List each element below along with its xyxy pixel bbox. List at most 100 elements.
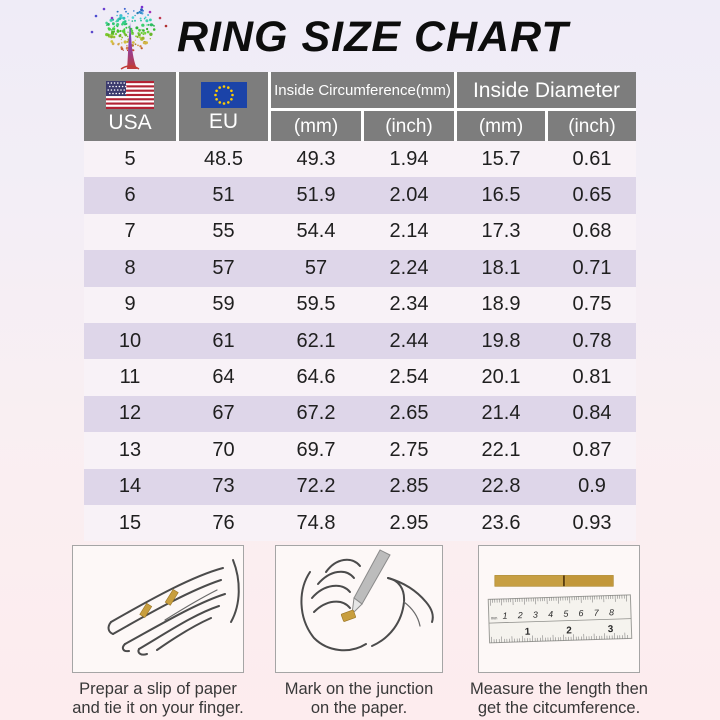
table-cell: 51.9 (296, 184, 336, 207)
table-cell: 5 (124, 147, 136, 170)
table-cell: 0.68 (572, 220, 612, 243)
instruction-caption-2-line1: Mark on the junction (284, 680, 434, 698)
gold-paper-strip (139, 602, 153, 618)
header-cell-diam-mm: (mm) (457, 111, 545, 141)
table-cell: 22.1 (481, 438, 521, 461)
table-cell: 2.95 (389, 511, 429, 534)
ruler-cm-scale: mm 1 2 3 4 5 6 7 8 (491, 607, 614, 620)
table-cell: 76 (212, 511, 235, 534)
eu-flag-icon (200, 81, 247, 108)
header-label-usa: USA (108, 110, 152, 134)
header-cell-circ-mm: (mm) (271, 111, 361, 141)
table-cell: 18.1 (481, 256, 521, 279)
ruler-cm-number: 6 (578, 608, 583, 618)
table-cell: 74.8 (296, 511, 336, 534)
table-cell: 64.6 (296, 366, 336, 389)
table-row: 7 55 54.4 2.14 17.3 0.68 (84, 213, 636, 251)
table-cell: 19.8 (481, 329, 521, 352)
instruction-panel-2: Mark on the junction on the paper. (275, 545, 443, 718)
tree-logo-icon (90, 5, 168, 70)
table-cell: 59.5 (296, 293, 336, 316)
table-cell: 2.75 (389, 438, 429, 461)
table-cell: 0.65 (572, 184, 612, 207)
table-cell: 14 (118, 475, 142, 498)
table-cell: 70 (212, 438, 235, 461)
header-label-eu: EU (208, 109, 239, 133)
table-cell: 55 (212, 220, 235, 243)
table-cell: 11 (119, 366, 141, 389)
pen-body (353, 549, 391, 605)
ruler-cm-number: 8 (609, 607, 614, 617)
table-row: 6 51 51.9 2.04 16.5 0.65 (84, 177, 636, 214)
ruler-cm-number: 5 (563, 609, 568, 619)
table-cell: 20.1 (481, 366, 521, 389)
table-row: 10 61 62.1 2.44 19.8 0.78 (84, 322, 636, 360)
ruler-cm-number: 3 (533, 610, 538, 620)
table-cell: 0.75 (572, 293, 612, 316)
instruction-image-1 (72, 545, 244, 673)
table-row: 9 59 59.5 2.34 18.9 0.75 (84, 286, 636, 323)
instruction-caption-1-line1: Prepar a slip of paper (79, 680, 237, 698)
table-cell: 16.5 (481, 184, 521, 207)
table-cell: 2.65 (389, 402, 429, 425)
ruler-cm-number: 2 (517, 610, 523, 620)
page-title: RING SIZE CHART (177, 13, 569, 61)
table-cell: 21.4 (481, 402, 521, 425)
table-cell: 18.9 (481, 293, 521, 316)
table-cell: 9 (124, 293, 136, 316)
table-cell: 1.94 (389, 147, 429, 170)
table-row: 8 57 57 2.24 18.1 0.71 (84, 250, 636, 287)
instruction-image-2 (275, 545, 443, 673)
table-cell: 2.04 (389, 184, 429, 207)
table-cell: 15.7 (481, 147, 521, 170)
header-cell-eu: EU (179, 72, 268, 141)
ruler-inch-number: 1 (525, 627, 531, 638)
table-row: 15 76 74.8 2.95 23.6 0.93 (84, 504, 636, 542)
pen-tip (351, 597, 363, 616)
instruction-caption-3-line1: Measure the length then (470, 680, 648, 698)
table-cell: 0.87 (572, 438, 612, 461)
table-cell: 0.78 (572, 329, 612, 352)
instruction-caption-1-line2: and tie it on your finger. (72, 699, 244, 717)
table-cell: 0.93 (572, 511, 612, 534)
paper-strip (494, 575, 614, 587)
table-cell: 2.85 (389, 475, 429, 498)
table-cell: 2.34 (389, 293, 429, 316)
header-cell-diameter: Inside Diameter (457, 72, 636, 108)
instruction-caption-2-line2: on the paper. (310, 699, 408, 717)
table-cell: 61 (212, 329, 235, 352)
table-cell: 73 (212, 475, 235, 498)
paper-strip-shade (565, 575, 613, 586)
ruler-unit-label: mm (491, 615, 498, 620)
table-row: 11 64 64.6 2.54 20.1 0.81 (84, 359, 636, 396)
table-cell: 48.5 (204, 147, 243, 170)
table-row: 13 70 69.7 2.75 22.1 0.87 (84, 432, 636, 469)
gold-paper-ring (340, 609, 356, 622)
table-cell: 62.1 (296, 329, 336, 352)
table-cell: 59 (212, 293, 235, 316)
hand-with-paper-strip-icon (107, 559, 240, 656)
header-cell-usa: USA (84, 72, 176, 141)
ruler-cm-number: 7 (594, 608, 600, 618)
tree-birds (90, 5, 168, 34)
table-cell: 51 (212, 184, 235, 207)
instruction-panel-1: Prepar a slip of paper and tie it on you… (72, 545, 244, 718)
table-cell: 64 (212, 366, 235, 389)
table-row: 5 48.5 49.3 1.94 15.7 0.61 (84, 141, 636, 178)
table-cell: 22.8 (481, 475, 521, 498)
table-cell: 2.44 (389, 329, 429, 352)
header-cell-diam-inch: (inch) (548, 111, 636, 141)
hands-marking-with-pen-icon (300, 549, 434, 652)
table-cell: 67.2 (296, 402, 336, 425)
table-cell: 2.54 (389, 366, 429, 389)
table-cell: 57 (304, 256, 328, 279)
table-cell: 67 (212, 402, 235, 425)
ruler-cm-number: 4 (548, 609, 553, 619)
table-cell: 7 (124, 220, 136, 243)
table-cell: 8 (124, 256, 136, 279)
table-cell: 0.71 (572, 256, 612, 279)
